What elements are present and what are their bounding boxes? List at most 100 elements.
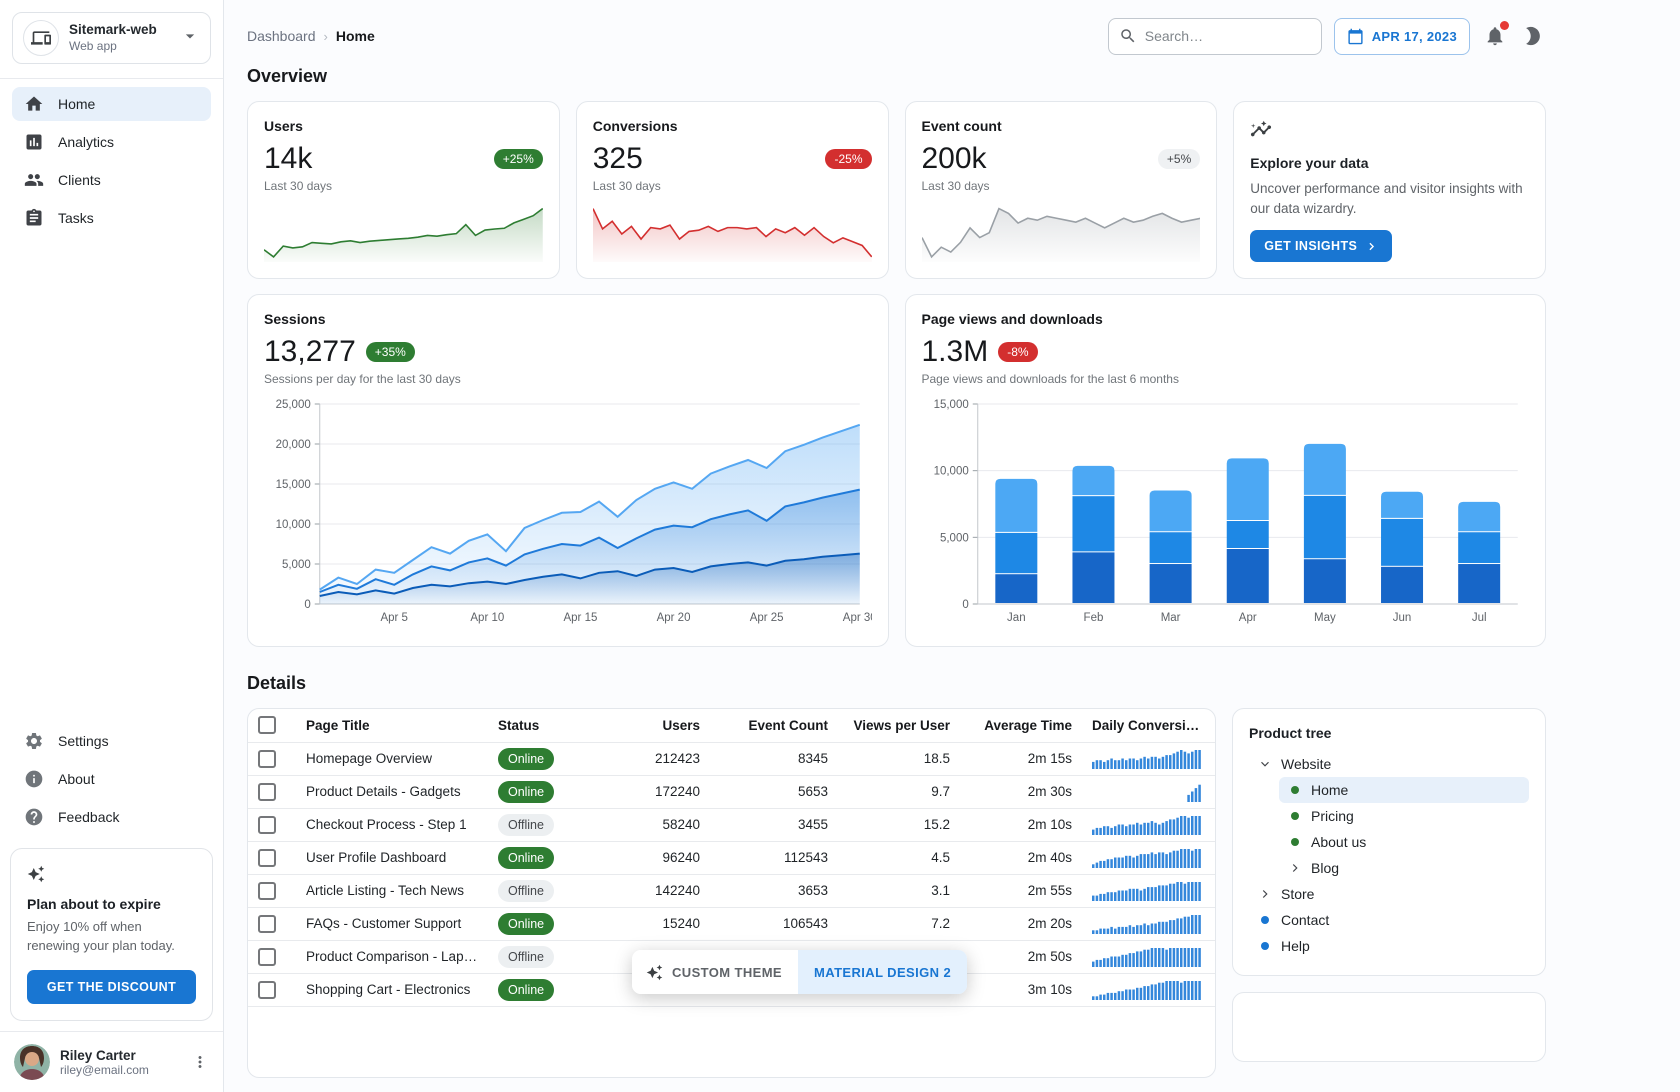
column-header: Page Title <box>296 709 488 743</box>
tree-item-help[interactable]: Help <box>1249 933 1529 959</box>
breadcrumb-parent[interactable]: Dashboard <box>247 28 316 44</box>
row-checkbox[interactable] <box>258 980 276 999</box>
dark-mode-toggle[interactable] <box>1520 23 1546 49</box>
stat-title: Users <box>264 118 303 134</box>
stat-caption: Last 30 days <box>264 179 333 193</box>
cell-users: 58240 <box>598 808 710 842</box>
notifications-button[interactable] <box>1482 21 1509 49</box>
svg-text:Mar: Mar <box>1160 612 1180 624</box>
conversions-sparkline <box>592 203 872 263</box>
trend-chip: -25% <box>825 148 872 169</box>
pageviews-card: Page views and downloads 1.3M -8% Page v… <box>904 294 1546 647</box>
trend-chip: +25% <box>493 148 543 169</box>
cell-users: 96240 <box>598 841 710 875</box>
svg-text:Apr 30: Apr 30 <box>843 612 872 624</box>
table-row: Checkout Process - Step 1 Offline 58240 … <box>248 808 1215 842</box>
sessions-caption: Sessions per day for the last 30 days <box>264 372 461 386</box>
row-checkbox[interactable] <box>258 815 276 834</box>
sessions-card: Sessions 13,277 +35% Sessions per day fo… <box>247 294 889 647</box>
tree-item-about-us[interactable]: About us <box>1279 829 1529 855</box>
svg-text:Apr 20: Apr 20 <box>657 612 691 624</box>
cell-average-time: 2m 40s <box>960 841 1082 875</box>
column-header: Status <box>488 709 598 743</box>
promo-body: Enjoy 10% off when renewing your plan to… <box>27 919 175 954</box>
row-checkbox[interactable] <box>258 881 276 900</box>
devices-icon <box>23 20 59 56</box>
svg-text:Apr 15: Apr 15 <box>563 612 597 624</box>
row-checkbox[interactable] <box>258 749 276 768</box>
sidebar-item-feedback[interactable]: Feedback <box>12 800 211 834</box>
bullet-icon <box>1287 812 1303 820</box>
sidebar-item-about[interactable]: About <box>12 762 211 796</box>
get-discount-button[interactable]: GET THE DISCOUNT <box>27 970 196 1004</box>
select-all-checkbox[interactable] <box>258 716 276 735</box>
cell-daily-conversions <box>1082 808 1215 842</box>
tree-item-pricing[interactable]: Pricing <box>1279 803 1529 829</box>
divider <box>0 78 223 79</box>
pageviews-title: Page views and downloads <box>921 311 1103 327</box>
row-checkbox[interactable] <box>258 914 276 933</box>
sidebar-item-settings[interactable]: Settings <box>12 724 211 758</box>
search-input[interactable] <box>1144 28 1311 44</box>
promo-title: Plan about to expire <box>27 896 161 913</box>
cell-users: 142240 <box>598 874 710 908</box>
custom-theme-button[interactable]: CUSTOM THEME <box>632 950 799 994</box>
sessions-value: 13,277 <box>264 335 356 368</box>
get-insights-button[interactable]: GET INSIGHTS <box>1250 230 1393 263</box>
row-checkbox[interactable] <box>258 782 276 801</box>
daily-conversions-sparkline <box>1092 881 1201 901</box>
material-design-2-button[interactable]: MATERIAL DESIGN 2 <box>798 950 968 994</box>
product-tree-title: Product tree <box>1249 725 1332 741</box>
cell-views-per-user: 4.5 <box>838 841 960 875</box>
pageviews-caption: Page views and downloads for the last 6 … <box>921 372 1179 386</box>
table-row: User Profile Dashboard Online 96240 1125… <box>248 841 1215 875</box>
stat-title: Conversions <box>592 118 678 134</box>
sidebar-item-home[interactable]: Home <box>12 87 211 121</box>
cell-users: 172240 <box>598 775 710 809</box>
cell-daily-conversions <box>1082 973 1215 1007</box>
sessions-chart: 0 5,000 10,000 15,000 20,000 25,000 Apr 5 Apr 1… <box>264 394 877 630</box>
daily-conversions-sparkline <box>1092 980 1201 1000</box>
workspace-selector[interactable]: Sitemark-web Web app <box>12 12 211 64</box>
cell-page-title: User Profile Dashboard <box>296 841 488 875</box>
stat-caption: Last 30 days <box>921 179 990 193</box>
tree-item-label: About us <box>1311 834 1367 850</box>
more-options-icon[interactable] <box>191 1053 209 1071</box>
svg-text:Jun: Jun <box>1392 612 1411 624</box>
tree-item-home[interactable]: Home <box>1279 777 1529 803</box>
svg-text:15,000: 15,000 <box>933 399 968 411</box>
cell-average-time: 2m 50s <box>960 940 1082 974</box>
sidebar-item-clients[interactable]: Clients <box>12 163 211 197</box>
svg-text:May: May <box>1314 612 1336 624</box>
overview-title: Overview <box>247 66 328 86</box>
cell-views-per-user: 18.5 <box>838 742 960 776</box>
date-picker-button[interactable]: APR 17, 2023 <box>1333 17 1470 55</box>
calendar-icon <box>1348 28 1363 44</box>
users-stat-card: Users 14k +25% Last 30 days <box>247 101 560 279</box>
column-header: Users <box>598 709 710 743</box>
tree-item-website[interactable]: Website <box>1249 751 1529 777</box>
table-row: FAQs - Customer Support Online 15240 106… <box>248 907 1215 941</box>
stat-value: 14k <box>264 142 313 175</box>
row-checkbox[interactable] <box>258 947 276 966</box>
cell-average-time: 2m 30s <box>960 775 1082 809</box>
tree-item-contact[interactable]: Contact <box>1249 907 1529 933</box>
svg-text:10,000: 10,000 <box>276 519 311 531</box>
tree-item-store[interactable]: Store <box>1249 881 1529 907</box>
top-bar: Dashboard › Home APR 17, 2023 <box>247 0 1546 56</box>
cell-page-title: Checkout Process - Step 1 <box>296 808 488 842</box>
daily-conversions-sparkline <box>1092 914 1201 934</box>
tree-item-label: Help <box>1281 938 1310 954</box>
user-email: riley@email.com <box>60 1062 149 1077</box>
sidebar-secondary-nav: Settings About Feedback <box>0 724 223 834</box>
cell-views-per-user: 7.2 <box>838 907 960 941</box>
table-row: Product Details - Gadgets Online 172240 … <box>248 775 1215 809</box>
tree-item-blog[interactable]: Blog <box>1279 855 1529 881</box>
analytics-icon <box>24 132 44 152</box>
main-content: Dashboard › Home APR 17, 2023 Overview <box>224 0 1680 1092</box>
row-checkbox[interactable] <box>258 848 276 867</box>
info-icon <box>24 769 44 789</box>
sidebar-item-analytics[interactable]: Analytics <box>12 125 211 159</box>
daily-conversions-sparkline <box>1092 749 1201 769</box>
sidebar-item-tasks[interactable]: Tasks <box>12 201 211 235</box>
